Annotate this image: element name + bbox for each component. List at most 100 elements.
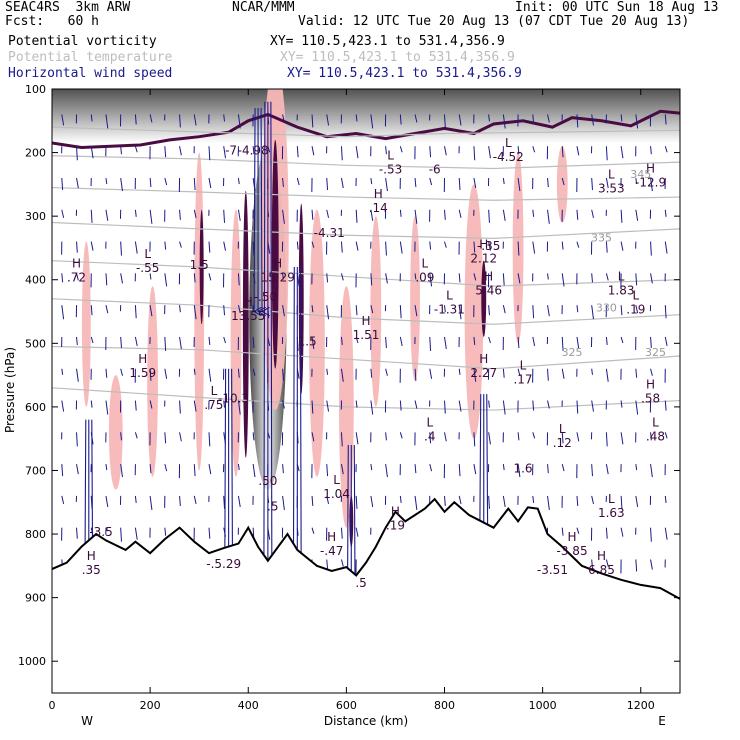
hl-value: .5 [267,500,278,514]
wind-arrow [547,495,550,510]
wind-arrow [237,209,241,221]
hl-label: H6.85 [588,549,615,577]
wind-arrow [164,336,167,351]
wind-arrow [149,273,152,280]
wind-arrow [517,432,520,441]
isentrope-line [52,345,680,370]
wind-arrow [179,432,182,442]
pv-positive-region [370,216,382,407]
pv-negative-region [481,260,487,337]
wind-arrow [532,432,536,439]
wind-arrow [650,336,652,348]
wind-arrow [399,400,402,411]
wind-arrow [547,368,549,381]
wind-arrow [502,400,506,415]
wind-arrow [650,527,652,542]
hl-label: -.50 [254,290,277,304]
wind-arrow [399,146,403,153]
wind-arrow [576,305,579,313]
wind-arrow [340,177,344,189]
hl-label: -7 [225,144,237,158]
hl-value: 1.6 [513,461,532,475]
hl-value: 1.63 [598,506,625,520]
wind-arrow [650,146,652,155]
wind-arrow [488,432,491,445]
wind-arrow [473,177,477,189]
hl-letter: H [479,352,488,366]
wind-arrow [282,177,284,188]
hl-value: 1.04 [323,487,350,501]
y-tick-label: 200 [25,147,46,160]
wind-arrow [120,336,122,348]
hl-letter: L [387,149,394,163]
hl-label: H-.47 [320,530,343,558]
wind-arrow [399,209,402,217]
isentrope-line [52,221,680,240]
hl-label: -.5.29 [206,557,241,571]
hl-label: H.72 [67,257,86,285]
wind-arrow [355,527,359,537]
hl-label: .50 [258,474,277,488]
wind-arrow [326,495,330,505]
hl-label: L1.83 [608,269,635,297]
wind-arrow [576,527,580,534]
wind-arrow [605,273,609,281]
wind-arrow [532,114,535,125]
wind-arrow [76,273,79,281]
wind-arrow [179,495,181,506]
wind-arrow [473,432,476,447]
hl-letter: H [479,238,488,252]
wind-arrow [149,209,153,224]
wind-arrow [340,527,343,539]
wind-arrow [149,368,152,381]
wind-arrow [90,209,93,223]
pv-negative-region [271,139,279,369]
wind-arrow [105,177,108,185]
hl-value: .75 [204,398,223,412]
hl-label: L.48 [646,416,665,444]
wind-arrow [208,336,211,346]
wind-arrow [399,336,403,347]
wind-arrow [385,273,388,284]
wind-arrow [414,114,418,123]
wind-arrow-long [254,108,255,311]
isentrope-label: 325 [645,346,666,359]
wind-arrow [105,400,109,415]
wind-arrow [149,495,153,510]
hl-value: -.53 [379,163,402,177]
wind-arrow [429,432,432,444]
hl-label: L.12 [553,422,572,450]
hl-label: L-1.31 [434,289,465,317]
wind-arrow [355,209,358,223]
x-end-label-east: E [658,714,666,728]
isentrope-line [52,186,680,201]
hl-value: .58 [641,392,660,406]
field-1-xy: XY= 110.5,423.1 to 531.4,356.9 [270,34,505,49]
wind-arrow [591,209,594,218]
wind-arrow-long [270,101,272,585]
y-tick-label: 800 [25,528,46,541]
wind-arrow [502,114,506,129]
wind-arrow [326,368,329,375]
wind-arrow [385,177,388,192]
wind-arrow [650,368,653,376]
wind-arrow [488,495,490,509]
hl-letter: L [618,269,625,283]
wind-arrow [326,400,330,412]
wind-arrow [473,146,476,161]
wind-arrow [134,400,137,411]
wind-arrow [502,177,505,185]
wind-arrow [355,305,358,316]
hl-value: 3.53 [598,182,625,196]
hl-letter: H [87,549,96,563]
wind-arrow [90,114,93,122]
wind-arrow [561,527,564,536]
wind-arrow [591,273,593,283]
x-tick-label: 200 [140,699,161,712]
field-3-xy: XY= 110.5,423.1 to 531.4,356.9 [287,66,522,81]
hl-value: .50 [258,474,277,488]
wind-arrow [370,464,373,471]
wind-arrow [576,432,580,442]
hl-value: 1.59 [129,366,156,380]
wind-arrow [179,336,182,350]
